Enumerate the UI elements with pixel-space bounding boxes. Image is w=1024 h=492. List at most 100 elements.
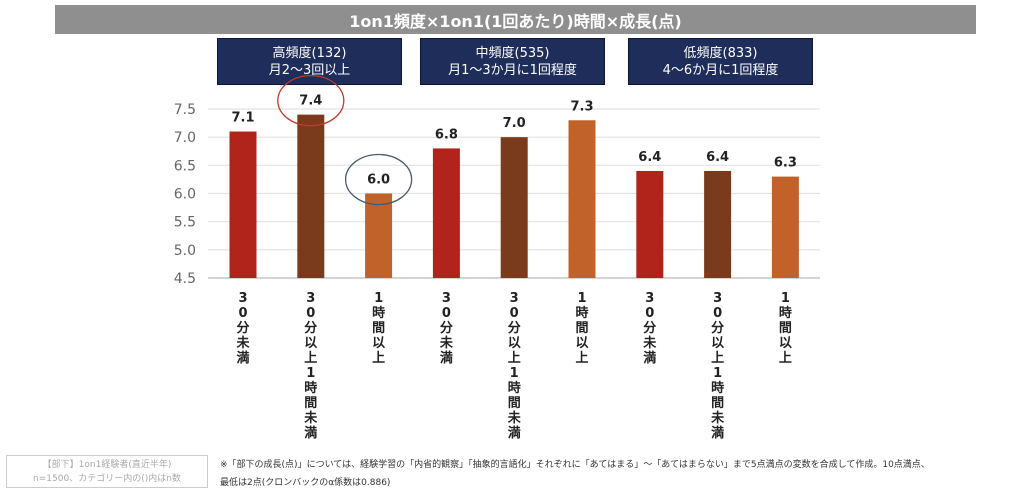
y-tick-label: 7.5 [174, 102, 196, 118]
data-label: 6.3 [774, 156, 797, 171]
x-tick-label-char: 時 [779, 305, 792, 321]
x-tick-label-char: 3 [645, 291, 654, 306]
x-tick-label-char: 満 [440, 350, 453, 366]
x-tick-label-char: 時 [575, 305, 588, 321]
group-label: 低頻度(833) [683, 45, 758, 61]
bar-chart: 7.57.06.56.05.55.04.57.130分未満7.430分以上1時間… [174, 74, 820, 441]
x-tick-label-char: 未 [439, 335, 454, 351]
x-tick-label-char: 時 [304, 380, 317, 396]
data-label: 6.8 [435, 127, 458, 142]
bar [704, 170, 732, 278]
x-tick-label-char: 3 [510, 291, 519, 306]
bar [432, 148, 460, 278]
footnote-line-2: 最低は2点(クロンバックのα係数は0.886) [220, 478, 391, 488]
sample-info-box: 【部下】1on1経験者(直近半年) n=1500、カテゴリー内の()内はn数 [6, 455, 208, 488]
y-tick-label: 5.5 [174, 215, 196, 231]
y-tick-label: 6.0 [174, 187, 196, 203]
bar [500, 137, 528, 278]
chart-title: 1on1頻度×1on1(1回あたり)時間×成長(点) [55, 5, 976, 34]
data-label: 6.0 [367, 173, 390, 188]
x-tick-label-char: 分 [711, 320, 724, 336]
x-tick-label-char: 3 [306, 291, 315, 306]
x-tick-label-char: 分 [508, 320, 521, 336]
x-tick-label-char: 時 [372, 305, 385, 321]
x-tick-label-char: 未 [235, 335, 250, 351]
y-tick-label: 5.0 [174, 243, 196, 259]
sample-line-1: 【部下】1on1経験者(直近半年) [42, 460, 172, 470]
group-sublabel: 4～6か月に1回程度 [662, 62, 779, 78]
x-tick-label-char: 以 [304, 336, 317, 351]
x-tick-label-char: 上 [575, 351, 588, 366]
x-tick-label-char: 3 [442, 291, 451, 306]
x-tick-label-char: 間 [779, 321, 792, 336]
data-label: 6.4 [638, 150, 661, 165]
bar [229, 131, 257, 278]
x-tick-label-char: 上 [508, 351, 521, 366]
x-tick-label-char: 間 [508, 396, 521, 411]
y-tick-label: 4.5 [174, 271, 196, 287]
x-tick-label-char: 3 [713, 291, 722, 306]
data-label: 6.4 [706, 150, 729, 165]
data-label: 7.3 [570, 99, 593, 114]
x-tick-label-char: 満 [236, 350, 249, 366]
x-tick-label-char: 以 [372, 336, 385, 351]
bar [568, 120, 596, 279]
x-tick-label-char: 0 [306, 306, 315, 321]
x-tick-label-char: 0 [510, 306, 519, 321]
footnote-line-1: ※「部下の成長(点)」については、経験学習の「内省的観察」「抽象的言語化」それぞ… [220, 460, 930, 470]
data-label: 7.1 [231, 111, 254, 126]
x-tick-label-char: 上 [304, 351, 317, 366]
x-tick-label-char: 未 [507, 410, 522, 426]
sample-line-2: n=1500、カテゴリー内の()内はn数 [33, 474, 181, 484]
group-sublabel: 月2～3回以上 [268, 62, 351, 78]
group-sublabel: 月1～3か月に1回程度 [448, 62, 577, 78]
y-tick-label: 6.5 [174, 158, 196, 174]
bar [365, 193, 393, 278]
x-tick-label-char: 分 [304, 320, 317, 336]
x-tick-label-char: 時 [711, 380, 724, 396]
group-header-mid: 中頻度(535) 月1～3か月に1回程度 [420, 38, 605, 85]
x-tick-label-char: 間 [372, 321, 385, 336]
x-tick-label-char: 1 [577, 291, 586, 306]
x-tick-label-char: 以 [711, 336, 724, 351]
x-tick-label-char: 上 [372, 351, 385, 366]
x-tick-label-char: 満 [508, 425, 521, 441]
x-tick-label-char: 分 [643, 320, 656, 336]
x-tick-label-char: 未 [303, 410, 318, 426]
highlight-circle [277, 74, 345, 127]
x-tick-label-char: 0 [238, 306, 247, 321]
x-tick-label-char: 0 [442, 306, 451, 321]
x-tick-label-char: 満 [711, 425, 724, 441]
data-label: 7.4 [299, 94, 322, 109]
x-tick-label-char: 0 [645, 306, 654, 321]
bar [636, 170, 664, 278]
x-tick-label-char: 0 [713, 306, 722, 321]
x-tick-label-char: 満 [643, 350, 656, 366]
group-label: 中頻度(535) [475, 45, 550, 61]
x-tick-label-char: 以 [575, 336, 588, 351]
highlight-circle [344, 153, 413, 206]
x-tick-label-char: 1 [713, 366, 722, 381]
x-tick-label-char: 1 [510, 366, 519, 381]
group-label: 高頻度(132) [272, 45, 347, 61]
x-tick-label-char: 上 [779, 351, 792, 366]
data-label: 7.0 [503, 116, 526, 131]
x-tick-label-char: 間 [304, 396, 317, 411]
bar [771, 176, 799, 278]
y-tick-label: 7.0 [174, 130, 196, 146]
x-tick-label-char: 時 [508, 380, 521, 396]
x-tick-label-char: 間 [711, 396, 724, 411]
footnote: ※「部下の成長(点)」については、経験学習の「内省的観察」「抽象的言語化」それぞ… [220, 456, 930, 492]
x-tick-label-char: 満 [304, 425, 317, 441]
x-tick-label-char: 上 [711, 351, 724, 366]
x-tick-label-char: 1 [781, 291, 790, 306]
x-tick-label-char: 分 [236, 320, 249, 336]
x-tick-label-char: 以 [508, 336, 521, 351]
x-tick-label-char: 3 [238, 291, 247, 306]
x-tick-label-char: 未 [642, 335, 657, 351]
x-tick-label-char: 間 [575, 321, 588, 336]
group-header-high: 高頻度(132) 月2～3回以上 [217, 38, 402, 85]
group-header-low: 低頻度(833) 4～6か月に1回程度 [628, 38, 813, 85]
bar [297, 114, 325, 278]
x-tick-label-char: 未 [710, 410, 725, 426]
